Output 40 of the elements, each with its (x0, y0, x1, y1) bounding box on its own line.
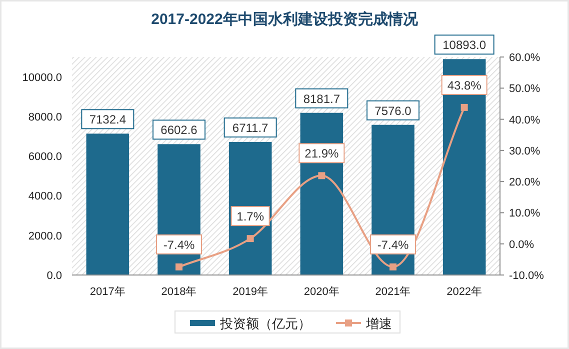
point (390, 263, 396, 270)
data-label: 6711.7 (232, 120, 269, 135)
legend-label: 投资额（亿元） (219, 316, 311, 331)
y-tick-label: 4000.0 (28, 190, 62, 203)
data-label: 21.9% (304, 146, 340, 161)
y-tick-label: 0.0 (46, 270, 62, 282)
y2-tick-label: 0.0% (509, 238, 534, 251)
legend-label: 增速 (365, 316, 392, 331)
x-tick-label: 2018年 (161, 286, 197, 298)
y2-tick-label: 20.0% (509, 176, 540, 189)
data-label: 6602.6 (160, 123, 198, 138)
y-tick-label: 2000.0 (28, 230, 62, 242)
x-tick-label: 2021年 (375, 286, 411, 298)
y2-tick-label: 50.0% (509, 83, 540, 96)
data-label: -7.4% (163, 238, 195, 252)
y2-tick-label: 10.0% (509, 208, 540, 220)
point (460, 104, 468, 111)
y2-tick-label: -10.0% (509, 270, 544, 282)
data-label: 7576.0 (374, 104, 412, 118)
data-label: 1.7% (236, 210, 264, 224)
y-tick-label: 10000.0 (22, 72, 62, 84)
data-label: 8181.7 (303, 92, 340, 106)
y2-tick-label: 30.0% (509, 145, 540, 158)
chart-title: 2017-2022年中国水利建设投资完成情况 (151, 10, 419, 28)
data-label: 7132.4 (89, 112, 126, 127)
y2-tick-label: 60.0% (509, 52, 540, 64)
x-tick-label: 2020年 (304, 286, 340, 298)
x-tick-label: 2022年 (446, 286, 482, 298)
point (318, 172, 326, 180)
y-tick-label: 8000.0 (28, 111, 62, 124)
x-tick-label: 2019年 (232, 286, 268, 298)
data-label: 43.8% (447, 78, 482, 92)
point (176, 263, 182, 270)
y-tick-label: 6000.0 (28, 151, 62, 164)
x-tick-label: 2017年 (90, 286, 126, 298)
point (246, 235, 254, 242)
data-label: 10893.0 (442, 38, 486, 52)
data-label: -7.4% (377, 238, 409, 252)
y2-tick-label: 40.0% (509, 114, 540, 126)
bar (86, 134, 130, 275)
